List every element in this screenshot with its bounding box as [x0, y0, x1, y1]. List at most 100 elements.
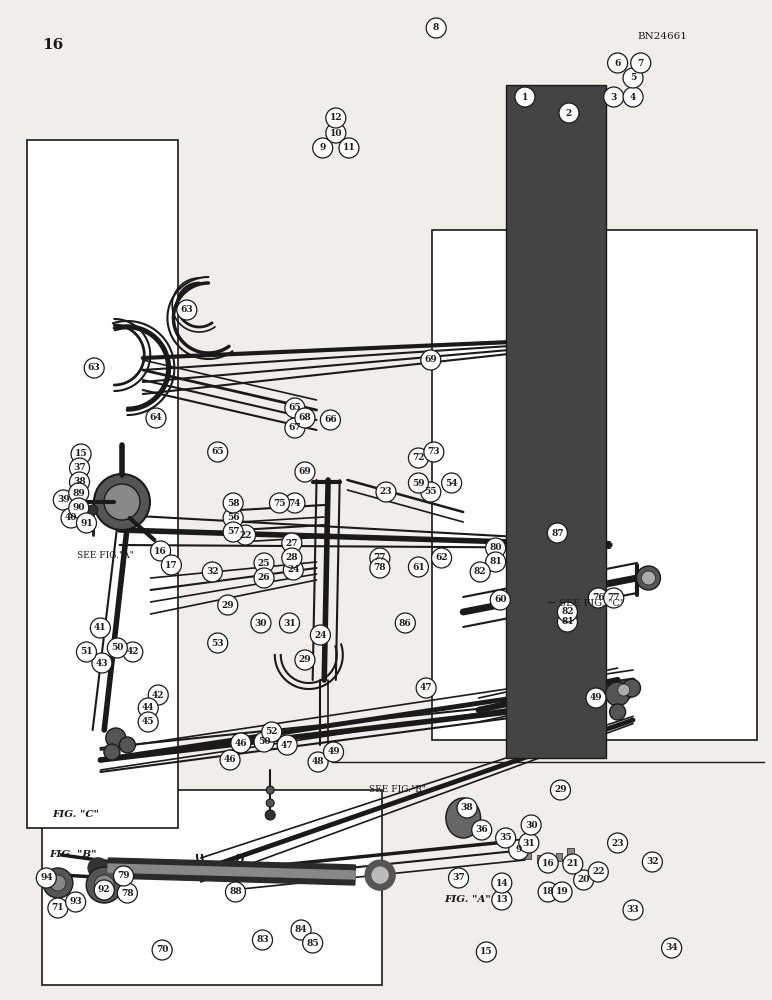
Text: 91: 91 [80, 518, 93, 528]
Circle shape [492, 890, 512, 910]
Circle shape [266, 786, 274, 794]
Text: 82: 82 [561, 607, 574, 616]
Text: 25: 25 [258, 558, 270, 568]
Circle shape [251, 613, 271, 633]
Text: 66: 66 [324, 416, 337, 424]
Text: 57: 57 [227, 528, 239, 536]
Text: 31: 31 [523, 838, 535, 848]
Circle shape [642, 571, 655, 585]
Text: 24: 24 [314, 631, 327, 640]
Circle shape [94, 880, 114, 900]
Circle shape [563, 854, 583, 874]
Text: 4: 4 [630, 93, 636, 102]
Circle shape [84, 358, 104, 378]
Text: 13: 13 [496, 896, 508, 904]
Text: 32: 32 [646, 857, 659, 866]
Text: 43: 43 [96, 658, 108, 668]
Circle shape [76, 642, 96, 662]
Circle shape [492, 873, 512, 893]
Text: 63: 63 [88, 363, 100, 372]
Polygon shape [108, 858, 355, 885]
Text: 23: 23 [611, 838, 624, 848]
Text: 3: 3 [611, 93, 617, 102]
Text: 18: 18 [542, 888, 554, 896]
Circle shape [94, 875, 114, 895]
Text: 45: 45 [142, 718, 154, 726]
Text: 40: 40 [65, 514, 77, 522]
Circle shape [88, 505, 97, 515]
Circle shape [291, 920, 311, 940]
Text: 14: 14 [496, 879, 508, 888]
Circle shape [146, 408, 166, 428]
Circle shape [262, 722, 282, 742]
Circle shape [69, 458, 90, 478]
Circle shape [254, 568, 274, 588]
Circle shape [449, 868, 469, 888]
Circle shape [442, 473, 462, 493]
Circle shape [48, 898, 68, 918]
Text: 65: 65 [212, 448, 224, 456]
Bar [567, 848, 574, 856]
Circle shape [538, 853, 558, 873]
Circle shape [636, 566, 661, 590]
Circle shape [277, 735, 297, 755]
Text: FIG. "B": FIG. "B" [49, 850, 97, 859]
Text: 9: 9 [516, 846, 522, 854]
Text: 15: 15 [480, 948, 493, 956]
Text: 21: 21 [567, 859, 579, 868]
Circle shape [53, 490, 73, 510]
Text: 94: 94 [40, 874, 52, 882]
Circle shape [107, 638, 127, 658]
Circle shape [254, 553, 274, 573]
Circle shape [496, 828, 516, 848]
Text: 36: 36 [476, 826, 488, 834]
Text: 15: 15 [75, 450, 87, 458]
Circle shape [252, 930, 273, 950]
Circle shape [604, 87, 624, 107]
Bar [516, 848, 522, 856]
Circle shape [320, 410, 340, 430]
Text: 82: 82 [474, 568, 486, 576]
Text: FIG. "C": FIG. "C" [52, 810, 100, 819]
Text: 12: 12 [330, 113, 342, 122]
Circle shape [223, 508, 243, 528]
Text: 22: 22 [592, 867, 604, 876]
Text: 49: 49 [327, 748, 340, 756]
Circle shape [69, 498, 89, 518]
Text: 77: 77 [374, 554, 386, 562]
Text: 35: 35 [499, 834, 512, 842]
Circle shape [557, 612, 577, 632]
Circle shape [151, 541, 171, 561]
Text: 32: 32 [206, 568, 218, 576]
Text: 85: 85 [306, 938, 319, 948]
Circle shape [235, 525, 256, 545]
Circle shape [86, 867, 122, 903]
Text: 84: 84 [295, 926, 307, 934]
Text: 30: 30 [255, 618, 267, 628]
Circle shape [490, 590, 510, 610]
Circle shape [586, 688, 606, 708]
Text: 51: 51 [80, 648, 93, 656]
Bar [548, 856, 554, 864]
Bar [556, 853, 562, 861]
Text: 22: 22 [239, 530, 252, 540]
Circle shape [486, 552, 506, 572]
Text: 11: 11 [343, 143, 355, 152]
Text: 34: 34 [665, 944, 678, 952]
Text: 31: 31 [283, 618, 296, 628]
Text: 23: 23 [380, 488, 392, 496]
Circle shape [117, 883, 137, 903]
Text: 59: 59 [412, 479, 425, 488]
Text: 53: 53 [212, 639, 224, 648]
Text: 8: 8 [433, 23, 439, 32]
Circle shape [208, 442, 228, 462]
Circle shape [310, 625, 330, 645]
Text: 67: 67 [289, 424, 301, 432]
Text: 38: 38 [461, 804, 473, 812]
Text: 81: 81 [489, 558, 502, 566]
Circle shape [104, 484, 140, 520]
Text: 37: 37 [452, 874, 465, 882]
Circle shape [416, 678, 436, 698]
Circle shape [622, 679, 641, 697]
Text: 88: 88 [229, 888, 242, 896]
